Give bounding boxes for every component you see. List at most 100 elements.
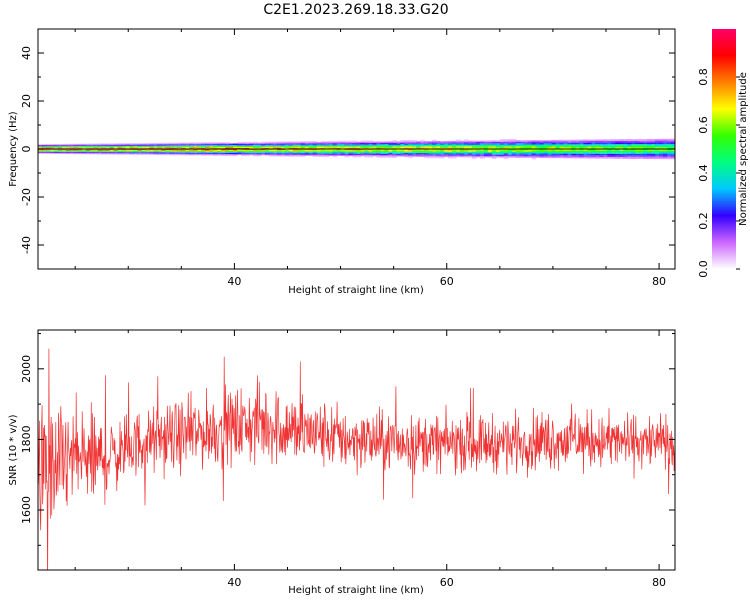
spectrogram-cell [272, 144, 278, 146]
spectrogram-cell [276, 151, 282, 153]
spectrogram-cell [507, 156, 513, 158]
spectrogram-cell [440, 154, 445, 156]
snr-x-label: Height of straight line (km) [288, 585, 424, 596]
spectrogram-cell [117, 150, 123, 152]
spectrogram-cell [300, 147, 306, 149]
spectrogram-cell [396, 142, 401, 144]
spectrogram-cell [233, 150, 238, 152]
spectrogram-cell [428, 156, 433, 159]
spectrogram-cell [276, 155, 282, 157]
spectrogram-cell [340, 150, 346, 152]
spectrogram-cell [332, 142, 338, 144]
spectrogram-cell [229, 154, 234, 156]
spectrogram-cell [475, 151, 481, 154]
spectrogram-cell [93, 147, 99, 149]
spectrogram-cell [368, 147, 374, 149]
spectrogram-cell [615, 140, 620, 143]
spectrogram-cell [197, 145, 202, 147]
spectrogram-cell [109, 145, 115, 147]
spectrogram-cell [233, 154, 238, 156]
spectrogram-cell [627, 149, 632, 151]
spectrogram-cell [105, 152, 111, 154]
spectrogram-cell [193, 145, 198, 147]
spectrogram-cell [340, 147, 346, 149]
spectrogram-cell [229, 144, 234, 146]
spectrogram-cell [53, 151, 59, 152]
spectrogram-cell [129, 143, 135, 145]
spectrogram-cell [647, 157, 652, 160]
spectrogram-cell [201, 150, 206, 152]
spectrogram-cell [249, 152, 254, 154]
spectrogram-cell [169, 144, 174, 146]
spectrogram-cell [400, 152, 405, 155]
spectrogram-cell [356, 142, 362, 145]
snr-y-tick-label: 1600 [20, 496, 33, 524]
spectrogram-cell [105, 151, 111, 153]
spectrogram-cell [563, 152, 569, 154]
spectrogram-cell [260, 145, 266, 147]
spectrogram-cell [268, 146, 274, 148]
spectrogram-cell [312, 154, 318, 156]
spectrogram-cell [161, 142, 166, 144]
spectrogram-cell [77, 145, 83, 146]
spectrogram-cell [539, 141, 545, 143]
spectrogram-cell [73, 150, 79, 152]
spectrogram-cell [141, 153, 147, 155]
spectrogram-cell [555, 156, 561, 159]
spectrogram-cell [559, 152, 565, 154]
spectrogram-y-tick-label: -20 [20, 188, 33, 206]
spectrogram-cell [475, 154, 481, 156]
spectrogram-cell [49, 145, 55, 147]
spectrogram-cell [507, 151, 513, 154]
spectrogram-cell [296, 144, 302, 146]
spectrogram-cell [507, 143, 513, 145]
spectrogram-cell [316, 145, 322, 147]
spectrogram-cell [627, 140, 632, 143]
spectrogram-cell [631, 139, 636, 141]
spectrogram-cell [424, 154, 429, 156]
spectrogram-cell [260, 154, 266, 156]
spectrogram-cell [205, 147, 210, 149]
spectrogram-cell [396, 147, 401, 149]
spectrogram-cell [591, 145, 596, 148]
spectrogram-cell [221, 150, 226, 152]
spectrogram-cell [308, 141, 314, 143]
spectrogram-cell [93, 143, 99, 145]
spectrogram-cell [571, 153, 577, 156]
spectrogram-cell [137, 153, 143, 155]
spectrogram-cell [460, 154, 465, 156]
spectrogram-cell [627, 153, 632, 156]
spectrogram-cell [292, 152, 298, 154]
spectrogram-cell [105, 146, 111, 148]
spectrogram-cell [444, 153, 449, 155]
spectrogram-cell [157, 145, 163, 147]
spectrogram-cell [45, 144, 51, 146]
spectrogram-cell [268, 141, 274, 143]
spectrogram-cell [659, 150, 664, 153]
spectrogram-cell [655, 149, 660, 151]
spectrogram-cell [539, 149, 545, 151]
spectrogram-cell [57, 146, 63, 147]
spectrogram-cell [511, 147, 517, 149]
spectrogram-cell [627, 150, 632, 153]
spectrogram-cell [41, 149, 47, 151]
spectrogram-cell [209, 149, 214, 151]
spectrogram-cell [444, 154, 449, 156]
spectrogram-cell [97, 150, 103, 152]
spectrogram-cell [49, 144, 55, 145]
spectrogram-cell [523, 156, 529, 158]
spectrogram-cell [304, 154, 310, 156]
spectrogram-cell [539, 147, 545, 149]
spectrogram-cell [133, 143, 139, 144]
spectrogram-cell [141, 151, 147, 153]
spectrogram-cell [181, 144, 186, 146]
spectrogram-cell [432, 142, 437, 144]
spectrogram-cell [137, 152, 143, 154]
spectrogram-cell [157, 154, 163, 156]
spectrogram-cell [41, 152, 47, 154]
spectrogram-cell [81, 147, 87, 149]
spectrogram-cell [113, 153, 119, 154]
spectrogram-cell [312, 153, 318, 155]
spectrogram-cell [511, 144, 517, 147]
spectrogram-cell [456, 147, 461, 149]
